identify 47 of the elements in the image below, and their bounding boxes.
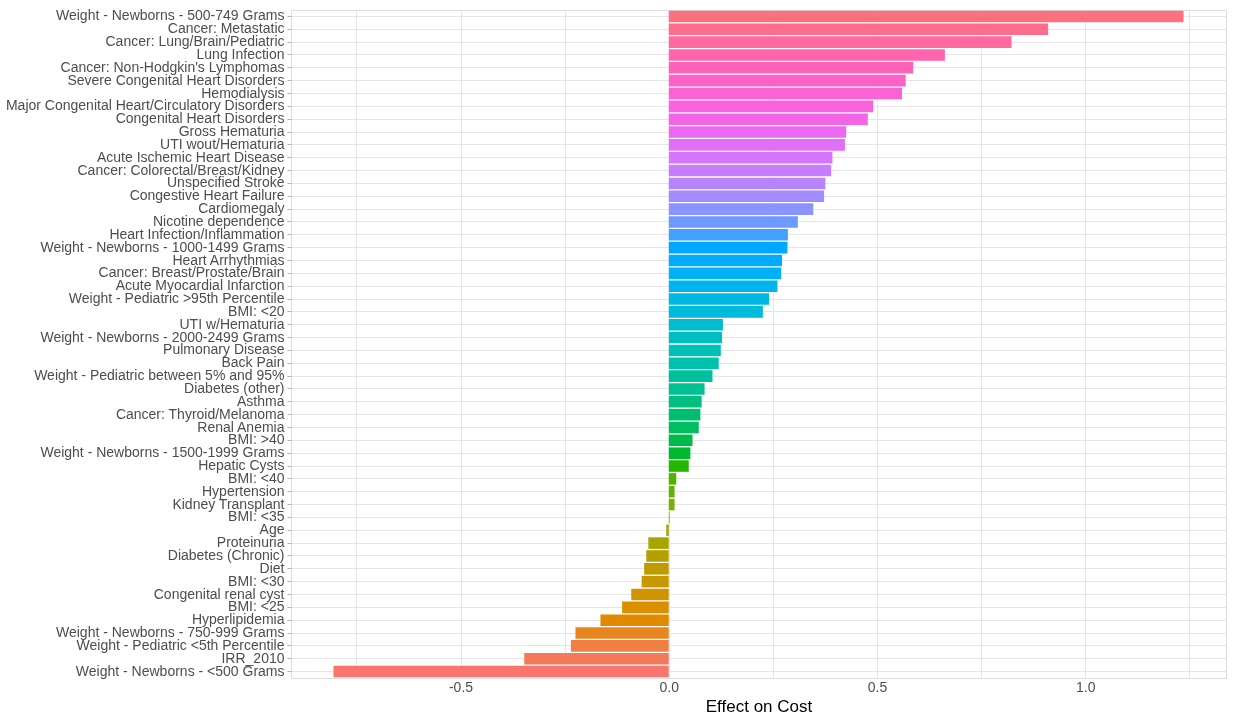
y-tick-label: Weight - Newborns - 1000-1499 Grams bbox=[40, 238, 285, 255]
bar bbox=[668, 216, 798, 228]
bar bbox=[668, 229, 788, 241]
bar bbox=[668, 383, 705, 395]
bar bbox=[570, 640, 669, 652]
x-tick-label: 1.0 bbox=[1075, 678, 1096, 695]
bar bbox=[668, 241, 788, 254]
bar bbox=[631, 588, 669, 601]
y-tick-label: BMI: <30 bbox=[228, 572, 285, 589]
bar bbox=[668, 357, 719, 370]
bar bbox=[668, 164, 832, 177]
bar bbox=[333, 665, 669, 678]
x-tick-label: 0.0 bbox=[659, 678, 680, 695]
bar bbox=[524, 652, 669, 665]
bar bbox=[668, 344, 721, 357]
bar bbox=[668, 23, 1049, 36]
bar bbox=[668, 485, 675, 498]
y-tick-label: Hyperlipidemia bbox=[191, 611, 285, 628]
bar bbox=[668, 434, 693, 447]
y-tick-label: Hypertension bbox=[202, 482, 285, 499]
y-tick-label: Cancer: Lung/Brain/Pediatric bbox=[105, 33, 285, 50]
bar bbox=[668, 396, 702, 408]
x-tick-label: -0.5 bbox=[448, 678, 474, 695]
bar bbox=[668, 177, 826, 190]
bar bbox=[668, 498, 675, 511]
bar bbox=[668, 190, 825, 203]
bar bbox=[668, 254, 783, 267]
bar bbox=[668, 62, 914, 74]
bar bbox=[668, 87, 902, 100]
bar bbox=[668, 74, 906, 87]
y-tick-label: Hemodialysis bbox=[201, 84, 285, 101]
bar bbox=[668, 408, 701, 421]
y-tick-label: Diabetes (Chronic) bbox=[167, 546, 285, 563]
bar bbox=[668, 460, 689, 472]
bar bbox=[668, 49, 945, 61]
bar bbox=[668, 421, 699, 434]
x-axis-title: Effect on Cost bbox=[705, 696, 813, 716]
bar bbox=[666, 524, 669, 537]
bar bbox=[668, 203, 814, 215]
bar bbox=[668, 370, 713, 382]
bar bbox=[575, 627, 669, 639]
y-tick-label: Age bbox=[259, 521, 285, 538]
bar bbox=[668, 447, 691, 459]
x-tick-label: 0.5 bbox=[867, 678, 888, 695]
bar bbox=[668, 473, 677, 485]
bar bbox=[668, 36, 1012, 48]
bar bbox=[668, 10, 1184, 23]
